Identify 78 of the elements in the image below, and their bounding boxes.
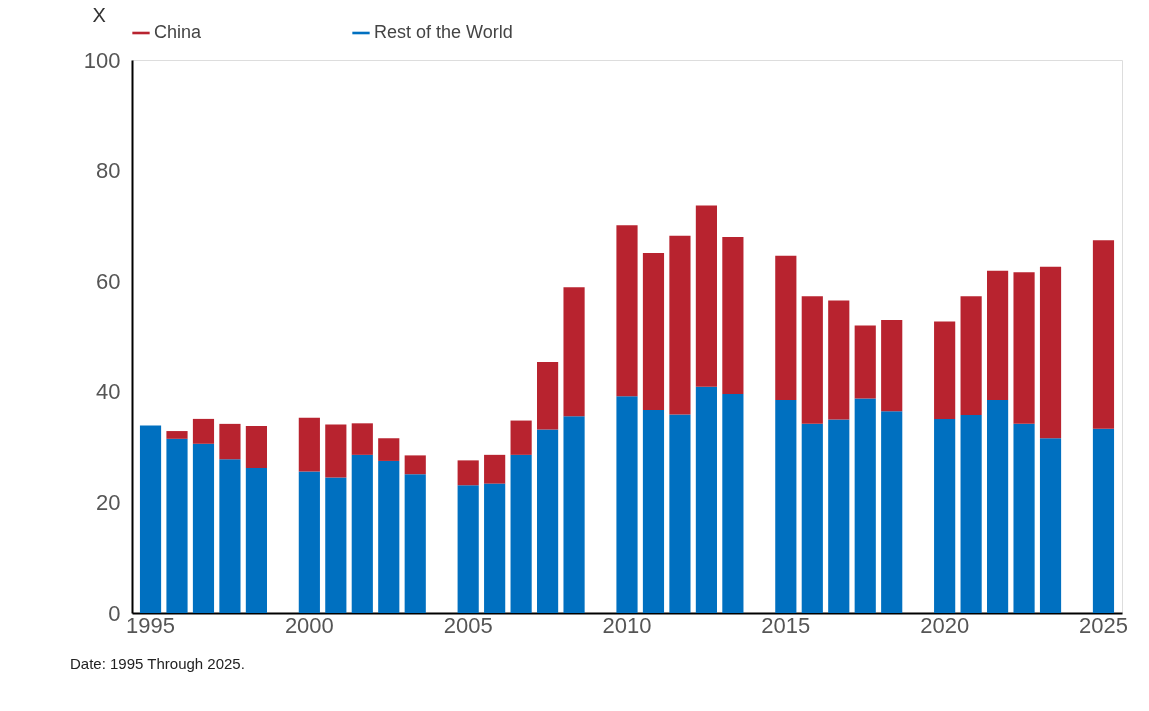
y-tick-label: 80 bbox=[96, 158, 121, 184]
x-tick-label: 1995 bbox=[126, 612, 176, 638]
bar bbox=[192, 443, 215, 613]
bar bbox=[669, 414, 691, 613]
bar bbox=[722, 236, 744, 395]
bar bbox=[722, 394, 744, 613]
bar bbox=[1039, 266, 1062, 439]
bar bbox=[139, 425, 162, 613]
bar bbox=[695, 205, 717, 387]
x-tick-label: 2010 bbox=[602, 612, 652, 638]
bar bbox=[1092, 428, 1115, 613]
bar bbox=[642, 253, 665, 411]
bar bbox=[960, 415, 982, 613]
bar bbox=[828, 300, 850, 420]
bar bbox=[219, 423, 241, 460]
bar bbox=[934, 418, 956, 613]
bar bbox=[298, 471, 320, 613]
bar bbox=[351, 454, 373, 613]
bar bbox=[166, 431, 188, 439]
bar bbox=[1013, 272, 1035, 424]
bar bbox=[404, 455, 426, 475]
bar bbox=[404, 474, 426, 613]
bar bbox=[669, 235, 691, 415]
bar bbox=[1092, 240, 1115, 429]
y-axis-title: X bbox=[92, 3, 106, 26]
bar bbox=[987, 400, 1009, 613]
bar bbox=[537, 429, 559, 613]
bar bbox=[510, 420, 532, 455]
bar bbox=[775, 255, 797, 401]
bar bbox=[298, 417, 320, 472]
bar bbox=[378, 438, 400, 461]
bar bbox=[325, 424, 347, 478]
bar bbox=[801, 423, 823, 613]
bar bbox=[457, 460, 479, 486]
bar bbox=[960, 296, 982, 416]
y-tick-label: 40 bbox=[96, 379, 121, 405]
bar bbox=[881, 411, 903, 613]
bar bbox=[537, 361, 559, 430]
bar bbox=[1039, 438, 1062, 613]
bar bbox=[484, 483, 506, 613]
bar bbox=[775, 400, 797, 613]
bar bbox=[563, 416, 585, 613]
text: Date: 1995 Through 2025. bbox=[70, 655, 245, 672]
legend-label: Rest of the World bbox=[374, 22, 513, 42]
bar bbox=[166, 438, 188, 613]
bar bbox=[563, 287, 585, 417]
bar bbox=[616, 225, 638, 397]
bar bbox=[378, 460, 400, 613]
bar bbox=[1013, 423, 1035, 613]
legend-label: China bbox=[154, 22, 203, 42]
bar bbox=[351, 423, 373, 455]
x-tick-label: 2015 bbox=[761, 612, 811, 638]
bar bbox=[245, 468, 267, 613]
bar bbox=[245, 426, 267, 469]
x-tick-label: 2020 bbox=[920, 612, 970, 638]
bar bbox=[987, 270, 1009, 401]
bar bbox=[854, 325, 876, 399]
y-tick-label: 20 bbox=[96, 489, 121, 515]
bar bbox=[801, 296, 823, 424]
bar bbox=[219, 459, 241, 613]
bar bbox=[457, 485, 479, 613]
bar bbox=[642, 410, 665, 613]
x-tick-label: 2025 bbox=[1078, 612, 1128, 638]
y-tick-label: 0 bbox=[108, 600, 121, 626]
x-tick-label: 2000 bbox=[284, 612, 334, 638]
bar bbox=[484, 454, 506, 484]
bar bbox=[854, 398, 876, 613]
bar bbox=[616, 396, 638, 613]
bar bbox=[881, 319, 903, 412]
bar bbox=[695, 386, 717, 613]
y-tick-label: 60 bbox=[96, 268, 121, 294]
bar bbox=[510, 454, 532, 613]
bar bbox=[934, 321, 956, 419]
bar bbox=[325, 477, 347, 613]
x-tick-label: 2005 bbox=[443, 612, 493, 638]
bar bbox=[828, 419, 850, 613]
y-tick-label: 100 bbox=[83, 47, 121, 73]
bar bbox=[192, 418, 215, 444]
